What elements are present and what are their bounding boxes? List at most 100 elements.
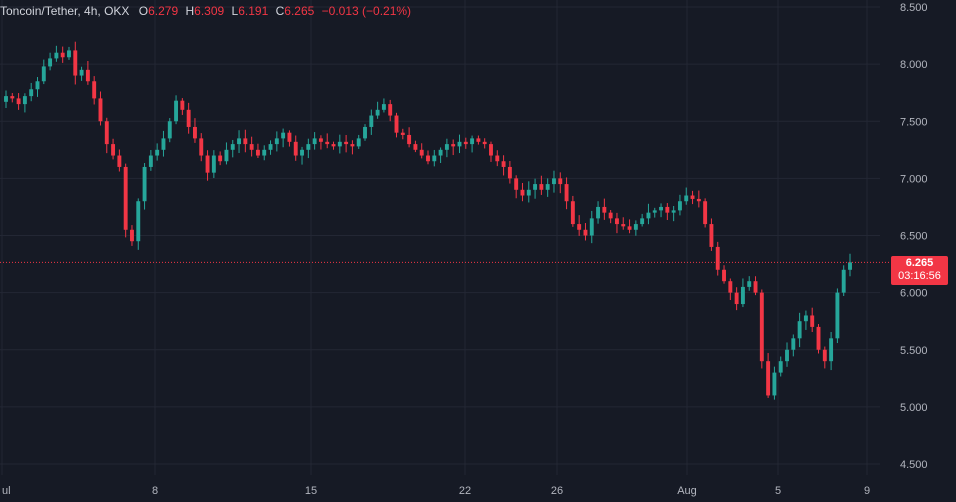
candle-up[interactable]: [211, 155, 216, 173]
candle-up[interactable]: [48, 58, 53, 67]
candle-down[interactable]: [243, 138, 248, 145]
candle-down[interactable]: [514, 178, 519, 190]
candle-up[interactable]: [835, 292, 840, 339]
candle-down[interactable]: [476, 138, 481, 142]
candle-down[interactable]: [822, 349, 827, 362]
candle-down[interactable]: [690, 195, 695, 199]
candle-up[interactable]: [29, 89, 34, 97]
candle-up[interactable]: [778, 361, 783, 373]
candle-up[interactable]: [136, 201, 141, 242]
candle-up[interactable]: [67, 50, 71, 58]
time-axis[interactable]: ul 8 15 22 26 Aug 5 9: [2, 485, 870, 497]
candle-up[interactable]: [224, 149, 229, 162]
candle-up[interactable]: [268, 144, 273, 150]
candle-down[interactable]: [564, 184, 569, 202]
candle-up[interactable]: [457, 141, 462, 147]
candle-down[interactable]: [722, 269, 726, 282]
candle-down[interactable]: [501, 161, 506, 167]
candle-down[interactable]: [16, 98, 21, 105]
candle-down[interactable]: [180, 100, 185, 110]
candle-up[interactable]: [174, 100, 179, 122]
candle-up[interactable]: [589, 218, 594, 236]
candle-down[interactable]: [759, 292, 764, 362]
candle-down[interactable]: [615, 218, 619, 225]
candle-up[interactable]: [652, 210, 657, 213]
candle-up[interactable]: [633, 224, 638, 230]
candle-down[interactable]: [495, 155, 500, 162]
candle-down[interactable]: [507, 166, 512, 179]
candle-up[interactable]: [281, 132, 286, 139]
candle-up[interactable]: [41, 66, 46, 82]
candle-down[interactable]: [287, 132, 292, 142]
candle-down[interactable]: [350, 144, 355, 147]
candle-up[interactable]: [803, 315, 808, 322]
candle-up[interactable]: [747, 281, 752, 287]
candle-down[interactable]: [570, 201, 575, 225]
candle-down[interactable]: [753, 281, 758, 293]
candle-down[interactable]: [111, 144, 116, 156]
candle-up[interactable]: [646, 212, 651, 219]
candle-down[interactable]: [413, 144, 418, 150]
candle-down[interactable]: [715, 246, 720, 270]
candle-down[interactable]: [463, 141, 468, 145]
candle-down[interactable]: [331, 144, 336, 147]
candle-up[interactable]: [677, 201, 682, 211]
candle-down[interactable]: [766, 361, 771, 396]
candle-down[interactable]: [482, 141, 487, 145]
candle-down[interactable]: [104, 121, 109, 145]
candle-up[interactable]: [785, 349, 789, 362]
candle-up[interactable]: [432, 155, 437, 162]
candle-up[interactable]: [356, 138, 361, 147]
candle-down[interactable]: [608, 212, 613, 219]
candle-down[interactable]: [130, 229, 134, 242]
candle-up[interactable]: [829, 338, 834, 362]
candle-up[interactable]: [848, 262, 852, 270]
candle-up[interactable]: [54, 52, 59, 59]
candle-up[interactable]: [79, 69, 84, 76]
candle-up[interactable]: [148, 155, 153, 167]
candle-down[interactable]: [249, 144, 254, 150]
candle-down[interactable]: [419, 149, 424, 156]
candle-up[interactable]: [312, 138, 317, 145]
candle-up[interactable]: [142, 166, 147, 202]
candle-up[interactable]: [35, 81, 40, 90]
candle-down[interactable]: [583, 229, 588, 236]
candle-down[interactable]: [10, 96, 15, 99]
price-axis[interactable]: 8.500 8.000 7.500 7.000 6.500 6.000 5.500 5.000…: [900, 2, 928, 471]
candle-up[interactable]: [470, 138, 475, 145]
candle-up[interactable]: [596, 206, 601, 219]
candle-up[interactable]: [545, 184, 550, 190]
candle-down[interactable]: [577, 224, 582, 230]
candle-up[interactable]: [444, 144, 449, 150]
candle-up[interactable]: [363, 126, 367, 139]
candle-down[interactable]: [400, 132, 405, 135]
candle-down[interactable]: [73, 50, 78, 76]
candle-up[interactable]: [337, 141, 342, 147]
candles[interactable]: [4, 41, 852, 400]
candle-down[interactable]: [60, 52, 65, 58]
candle-down[interactable]: [193, 126, 197, 139]
candle-up[interactable]: [533, 184, 538, 190]
candle-down[interactable]: [709, 224, 714, 247]
candle-up[interactable]: [552, 178, 556, 185]
candle-up[interactable]: [438, 149, 443, 156]
candle-down[interactable]: [117, 155, 122, 167]
candle-up[interactable]: [274, 138, 279, 145]
candle-up[interactable]: [381, 104, 386, 110]
candle-down[interactable]: [325, 141, 330, 145]
candle-up[interactable]: [526, 189, 531, 196]
candle-up[interactable]: [841, 269, 846, 293]
candle-down[interactable]: [344, 141, 349, 145]
candle-down[interactable]: [92, 81, 97, 99]
candle-down[interactable]: [255, 149, 260, 156]
candle-down[interactable]: [520, 189, 525, 196]
candle-down[interactable]: [734, 292, 739, 305]
candle-up[interactable]: [671, 210, 676, 213]
candle-down[interactable]: [602, 206, 607, 213]
candle-down[interactable]: [489, 144, 493, 156]
candle-down[interactable]: [426, 155, 430, 162]
candle-down[interactable]: [205, 155, 210, 173]
candle-down[interactable]: [627, 226, 632, 230]
candle-down[interactable]: [407, 134, 412, 145]
